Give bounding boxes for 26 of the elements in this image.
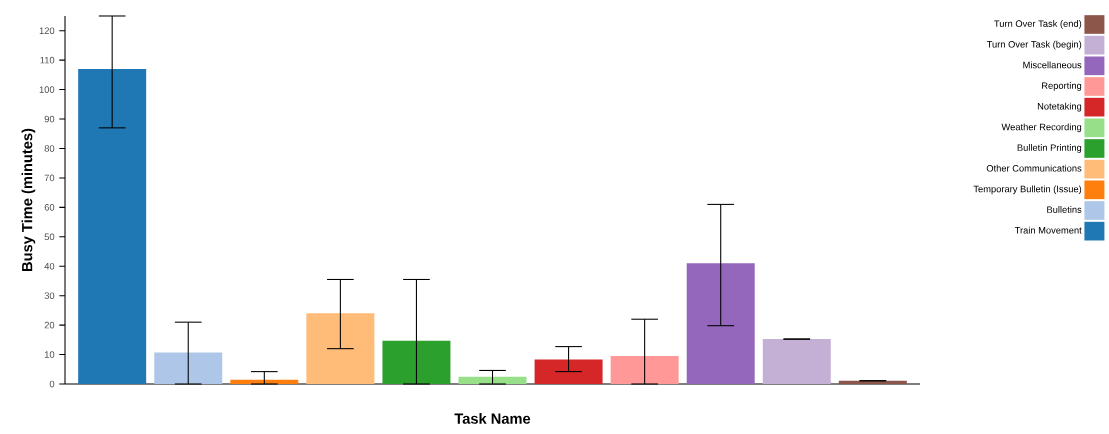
legend-label: Reporting xyxy=(1042,82,1082,91)
y-tick-label: 100 xyxy=(39,86,55,93)
y-tick-label: 20 xyxy=(44,321,55,329)
y-tick-label: 110 xyxy=(40,56,55,64)
y-tick-label: 50 xyxy=(44,233,55,241)
y-tick-label: 80 xyxy=(44,145,55,152)
y-tick-label: 0 xyxy=(49,380,55,388)
y-axis-title: Busy Time (minutes) xyxy=(21,128,36,271)
y-tick-label: 40 xyxy=(44,262,55,270)
y-tick-label: 30 xyxy=(44,292,55,299)
legend-label: Other Communications xyxy=(986,164,1082,172)
legend-label: Turn Over Task (end) xyxy=(994,20,1082,29)
y-tick-label: 90 xyxy=(44,115,55,123)
y-tick-label: 60 xyxy=(44,204,55,211)
y-tick-label: 120 xyxy=(39,27,55,35)
y-tick-label: 70 xyxy=(44,174,55,182)
legend-label: Turn Over Task (begin) xyxy=(986,40,1082,50)
legend-label: Bulletin Printing xyxy=(1017,144,1082,153)
legend-label: Train Movement xyxy=(1014,226,1082,234)
legend-label: Bulletins xyxy=(1047,206,1082,213)
legend-label: Miscellaneous xyxy=(1023,61,1082,69)
legend-label: Temporary Bulletin (Issue) xyxy=(973,185,1082,195)
legend-label: Notetaking xyxy=(1037,102,1082,112)
y-tick-label: 10 xyxy=(44,351,55,358)
x-axis-title: Task Name xyxy=(454,413,531,424)
legend-label: Weather Recording xyxy=(1001,123,1082,133)
